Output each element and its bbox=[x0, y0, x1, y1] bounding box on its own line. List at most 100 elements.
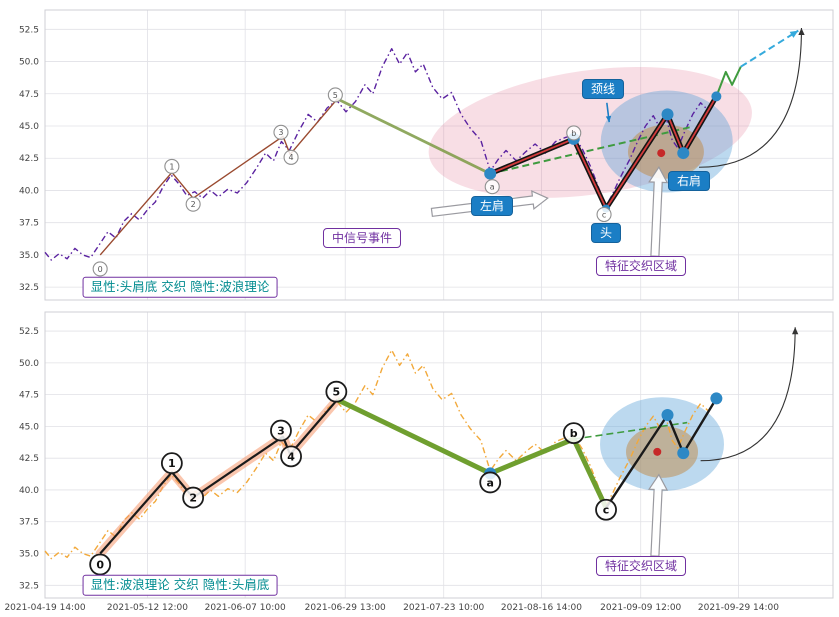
wave-marker-label: 3 bbox=[278, 128, 283, 137]
wave-marker-label: 1 bbox=[169, 162, 174, 171]
wave-marker bbox=[164, 158, 180, 174]
y-tick-label: 40.0 bbox=[19, 486, 39, 496]
y-tick-label: 47.5 bbox=[19, 90, 39, 100]
x-tick-label: 2021-07-23 10:00 bbox=[403, 603, 484, 613]
block-arrow bbox=[648, 166, 669, 258]
arrowhead bbox=[798, 28, 805, 36]
x-tick-label: 2021-09-29 14:00 bbox=[698, 603, 779, 613]
wave-line bbox=[99, 398, 339, 555]
post-line bbox=[715, 66, 742, 97]
wave-marker-label: 2 bbox=[191, 200, 196, 209]
wave-marker bbox=[562, 422, 585, 445]
left-shoulder-label: 左肩 bbox=[470, 196, 514, 216]
wave-abc bbox=[336, 397, 609, 509]
pattern-line-core bbox=[489, 95, 718, 210]
wave-marker-label: 0 bbox=[96, 558, 104, 571]
legend-top: 显性:头肩底 交织 隐性:波浪理论 bbox=[82, 276, 278, 298]
feature-zone-ellipse bbox=[627, 124, 704, 179]
wave-marker bbox=[484, 179, 500, 195]
pivot-dot bbox=[661, 408, 674, 421]
wave-marker bbox=[270, 419, 292, 442]
wave-marker bbox=[283, 149, 299, 165]
legend-bottom: 显性:波浪理论 交织 隐性:头肩底 bbox=[82, 574, 278, 596]
arrowhead bbox=[605, 115, 612, 123]
y-tick-label: 37.5 bbox=[19, 518, 39, 528]
projection-line bbox=[740, 29, 799, 68]
feature-zone-label-top: 特征交织区域 bbox=[595, 256, 687, 276]
y-tick-label: 52.5 bbox=[19, 327, 39, 337]
pivot-dot bbox=[484, 167, 497, 180]
plot-border bbox=[44, 9, 834, 301]
y-tick-label: 35.0 bbox=[19, 550, 39, 560]
pivot-dot bbox=[711, 91, 722, 102]
x-tick-label: 2021-06-29 13:00 bbox=[305, 603, 386, 613]
head-label: 头 bbox=[590, 223, 622, 243]
wave-marker bbox=[185, 196, 201, 212]
wave-marker bbox=[92, 261, 108, 277]
wave-marker-label: b bbox=[570, 427, 578, 440]
wave-marker-label: b bbox=[571, 129, 576, 138]
y-tick-label: 32.5 bbox=[19, 581, 39, 591]
y-tick-label: 45.0 bbox=[19, 422, 39, 432]
zone-center-dot bbox=[657, 149, 666, 158]
price-line bbox=[44, 349, 718, 560]
right-shoulder-label: 右肩 bbox=[667, 171, 711, 191]
pivot-dot bbox=[677, 147, 690, 160]
y-tick-label: 45.0 bbox=[19, 122, 39, 132]
y-tick-label: 42.5 bbox=[19, 454, 39, 464]
mid-signal-event-label: 中信号事件 bbox=[322, 228, 402, 248]
trend-curve-arrow bbox=[699, 28, 803, 168]
wave-marker-label: 5 bbox=[333, 386, 341, 399]
wave-marker bbox=[273, 124, 289, 140]
x-tick-label: 2021-08-16 14:00 bbox=[501, 603, 582, 613]
wave-marker-label: a bbox=[490, 183, 495, 192]
wave-marker-label: 1 bbox=[168, 457, 176, 470]
pivot-dot bbox=[677, 447, 690, 460]
wave-marker-label: 5 bbox=[333, 91, 338, 100]
block-arrow bbox=[648, 473, 669, 557]
neckline-label: 颈线 bbox=[581, 79, 625, 99]
link-5a bbox=[336, 97, 491, 175]
x-tick-label: 2021-09-09 12:00 bbox=[600, 603, 681, 613]
wave-marker bbox=[182, 486, 205, 509]
y-tick-label: 50.0 bbox=[19, 359, 39, 369]
price-line bbox=[44, 48, 718, 261]
wave-marker-label: 4 bbox=[287, 450, 295, 463]
y-tick-label: 37.5 bbox=[19, 219, 39, 229]
pivot-dot bbox=[661, 108, 674, 121]
pivot-dot bbox=[710, 392, 723, 405]
wave-marker bbox=[595, 498, 617, 521]
wave-marker-label: 0 bbox=[98, 265, 103, 274]
wave-marker bbox=[479, 471, 502, 494]
x-tick-label: 2021-06-07 10:00 bbox=[205, 603, 286, 613]
feature-zone-label-bottom: 特征交织区域 bbox=[595, 556, 687, 576]
y-tick-label: 50.0 bbox=[19, 58, 39, 68]
wave-marker bbox=[327, 87, 343, 103]
y-tick-label: 47.5 bbox=[19, 391, 39, 401]
wave-marker bbox=[325, 380, 348, 403]
neckline bbox=[573, 421, 688, 440]
plot-border bbox=[44, 311, 834, 599]
y-tick-label: 42.5 bbox=[19, 154, 39, 164]
x-tick-label: 2021-04-19 14:00 bbox=[4, 603, 85, 613]
wave-marker bbox=[280, 445, 302, 468]
arrowhead bbox=[792, 327, 799, 335]
x-tick-label: 2021-05-12 12:00 bbox=[107, 603, 188, 613]
feature-zone-ellipse bbox=[626, 425, 699, 478]
arrowhead bbox=[789, 30, 799, 38]
wave-marker-label: c bbox=[603, 504, 610, 517]
wave-marker bbox=[566, 125, 582, 141]
wave-marker-label: 2 bbox=[189, 492, 197, 505]
wave-marker-label: c bbox=[602, 210, 606, 219]
wave-marker bbox=[596, 206, 612, 223]
y-tick-label: 32.5 bbox=[19, 283, 39, 293]
y-tick-label: 40.0 bbox=[19, 186, 39, 196]
y-tick-label: 52.5 bbox=[19, 25, 39, 35]
wave-marker-label: 3 bbox=[277, 425, 285, 438]
wave-marker bbox=[89, 553, 112, 576]
wave-line bbox=[99, 98, 338, 256]
post-line bbox=[605, 397, 718, 509]
top-chart: 52.5 50.0 47.5 45.0 42.5 40.0 37.5 35.0 32.5 0 1 2 3… bbox=[19, 9, 834, 301]
